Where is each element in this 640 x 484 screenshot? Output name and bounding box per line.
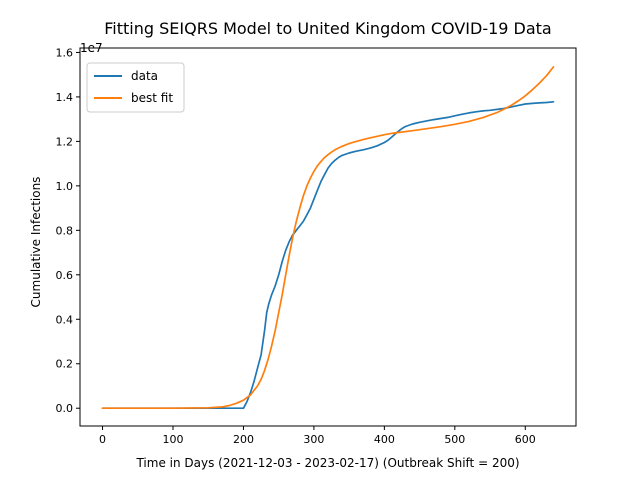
- x-tick-label: 300: [303, 433, 324, 446]
- y-tick-label: 1.0: [56, 180, 74, 193]
- y-tick-label: 0.6: [56, 269, 74, 282]
- y-tick-label: 0.0: [56, 402, 74, 415]
- x-tick-label: 100: [163, 433, 184, 446]
- plot-frame: [79, 47, 577, 427]
- legend: data best fit: [86, 62, 185, 113]
- x-tick-label: 0: [99, 433, 106, 446]
- x-axis-label: Time in Days (2021-12-03 - 2023-02-17) (…: [135, 456, 519, 470]
- y-tick-label: 1.4: [56, 91, 74, 104]
- series-layer: [101, 66, 555, 410]
- y-tick-label: 0.8: [56, 224, 74, 237]
- x-tick-label: 200: [233, 433, 254, 446]
- series-line-data: [101, 100, 555, 410]
- y-tick-label: 0.4: [56, 313, 74, 326]
- y-tick-label: 1.6: [56, 46, 74, 59]
- x-tick-label: 500: [444, 433, 465, 446]
- y-axis-label: Cumulative Infections: [29, 177, 43, 308]
- chart-title: Fitting SEIQRS Model to United Kingdom C…: [104, 19, 551, 38]
- legend-label-data: data: [131, 69, 158, 83]
- y-axis-ticks: 0.0 0.2 0.4 0.6 0.8 1.0 1.2 1.4 1.6: [56, 46, 80, 415]
- y-tick-label: 1.2: [56, 135, 74, 148]
- x-tick-label: 400: [374, 433, 395, 446]
- legend-label-best-fit: best fit: [131, 91, 173, 105]
- x-tick-label: 600: [515, 433, 536, 446]
- y-tick-label: 0.2: [56, 358, 74, 371]
- x-axis-ticks: 0 100 200 300 400 500 600: [99, 426, 536, 446]
- series-line-best-fit: [101, 66, 555, 410]
